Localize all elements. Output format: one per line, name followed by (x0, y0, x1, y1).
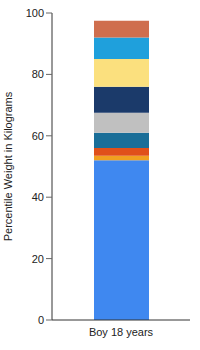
svg-text:Boy 18 years: Boy 18 years (89, 326, 154, 338)
svg-text:80: 80 (32, 68, 44, 80)
svg-text:100: 100 (26, 7, 44, 19)
svg-text:60: 60 (32, 130, 44, 142)
svg-text:20: 20 (32, 253, 44, 265)
svg-text:0: 0 (38, 314, 44, 326)
svg-text:Percentile Weight in Kilograms: Percentile Weight in Kilograms (8, 91, 14, 241)
svg-text:40: 40 (32, 191, 44, 203)
